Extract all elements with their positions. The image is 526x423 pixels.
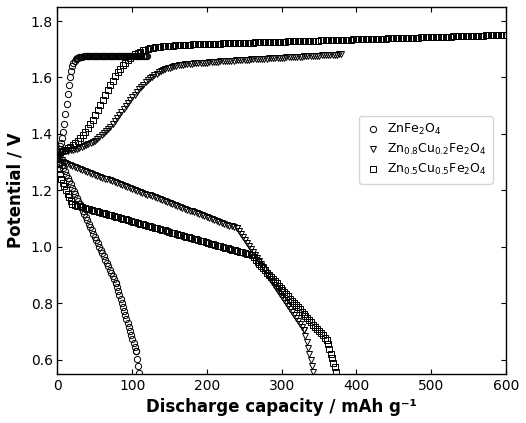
$\mathrm{Zn_{0.8}Cu_{0.2}Fe_2O_4}$ [54, 149, 60, 154]
Line: $\mathrm{Zn_{0.8}Cu_{0.2}Fe_2O_4}$: $\mathrm{Zn_{0.8}Cu_{0.2}Fe_2O_4}$ [54, 51, 345, 155]
$\mathrm{ZnFe_2O_4}$ [54, 148, 60, 153]
$\mathrm{Zn_{0.5}Cu_{0.5}Fe_2O_4}$ [54, 150, 60, 155]
$\mathrm{Zn_{0.5}Cu_{0.5}Fe_2O_4}$ [62, 147, 68, 152]
$\mathrm{Zn_{0.5}Cu_{0.5}Fe_2O_4}$ [452, 34, 459, 39]
Y-axis label: Potential / V: Potential / V [7, 132, 25, 248]
$\mathrm{ZnFe_2O_4}$ [94, 54, 100, 59]
$\mathrm{Zn_{0.8}Cu_{0.2}Fe_2O_4}$ [314, 53, 320, 58]
Legend: $\mathrm{ZnFe_2O_4}$, $\mathrm{Zn_{0.8}Cu_{0.2}Fe_2O_4}$, $\mathrm{Zn_{0.5}Cu_{0: $\mathrm{ZnFe_2O_4}$, $\mathrm{Zn_{0.8}C… [359, 116, 493, 184]
$\mathrm{Zn_{0.8}Cu_{0.2}Fe_2O_4}$ [303, 54, 309, 59]
$\mathrm{Zn_{0.8}Cu_{0.2}Fe_2O_4}$ [338, 52, 345, 57]
$\mathrm{Zn_{0.5}Cu_{0.5}Fe_2O_4}$ [147, 46, 153, 51]
$\mathrm{ZnFe_2O_4}$ [112, 54, 118, 59]
X-axis label: Discharge capacity / mAh g⁻¹: Discharge capacity / mAh g⁻¹ [146, 398, 417, 416]
$\mathrm{Zn_{0.8}Cu_{0.2}Fe_2O_4}$ [257, 56, 263, 61]
$\mathrm{Zn_{0.5}Cu_{0.5}Fe_2O_4}$ [503, 32, 509, 37]
$\mathrm{Zn_{0.8}Cu_{0.2}Fe_2O_4}$ [67, 148, 74, 153]
$\mathrm{Zn_{0.5}Cu_{0.5}Fe_2O_4}$ [488, 33, 494, 38]
$\mathrm{Zn_{0.8}Cu_{0.2}Fe_2O_4}$ [294, 54, 300, 59]
$\mathrm{ZnFe_2O_4}$ [134, 54, 140, 59]
$\mathrm{ZnFe_2O_4}$ [116, 54, 122, 59]
Line: $\mathrm{ZnFe_2O_4}$: $\mathrm{ZnFe_2O_4}$ [54, 53, 150, 154]
Line: $\mathrm{Zn_{0.5}Cu_{0.5}Fe_2O_4}$: $\mathrm{Zn_{0.5}Cu_{0.5}Fe_2O_4}$ [54, 32, 509, 156]
$\mathrm{Zn_{0.5}Cu_{0.5}Fe_2O_4}$ [225, 41, 231, 46]
$\mathrm{ZnFe_2O_4}$ [109, 54, 115, 59]
$\mathrm{ZnFe_2O_4}$ [144, 54, 150, 59]
$\mathrm{ZnFe_2O_4}$ [108, 54, 114, 59]
$\mathrm{Zn_{0.8}Cu_{0.2}Fe_2O_4}$ [208, 60, 215, 65]
$\mathrm{Zn_{0.5}Cu_{0.5}Fe_2O_4}$ [107, 82, 113, 88]
